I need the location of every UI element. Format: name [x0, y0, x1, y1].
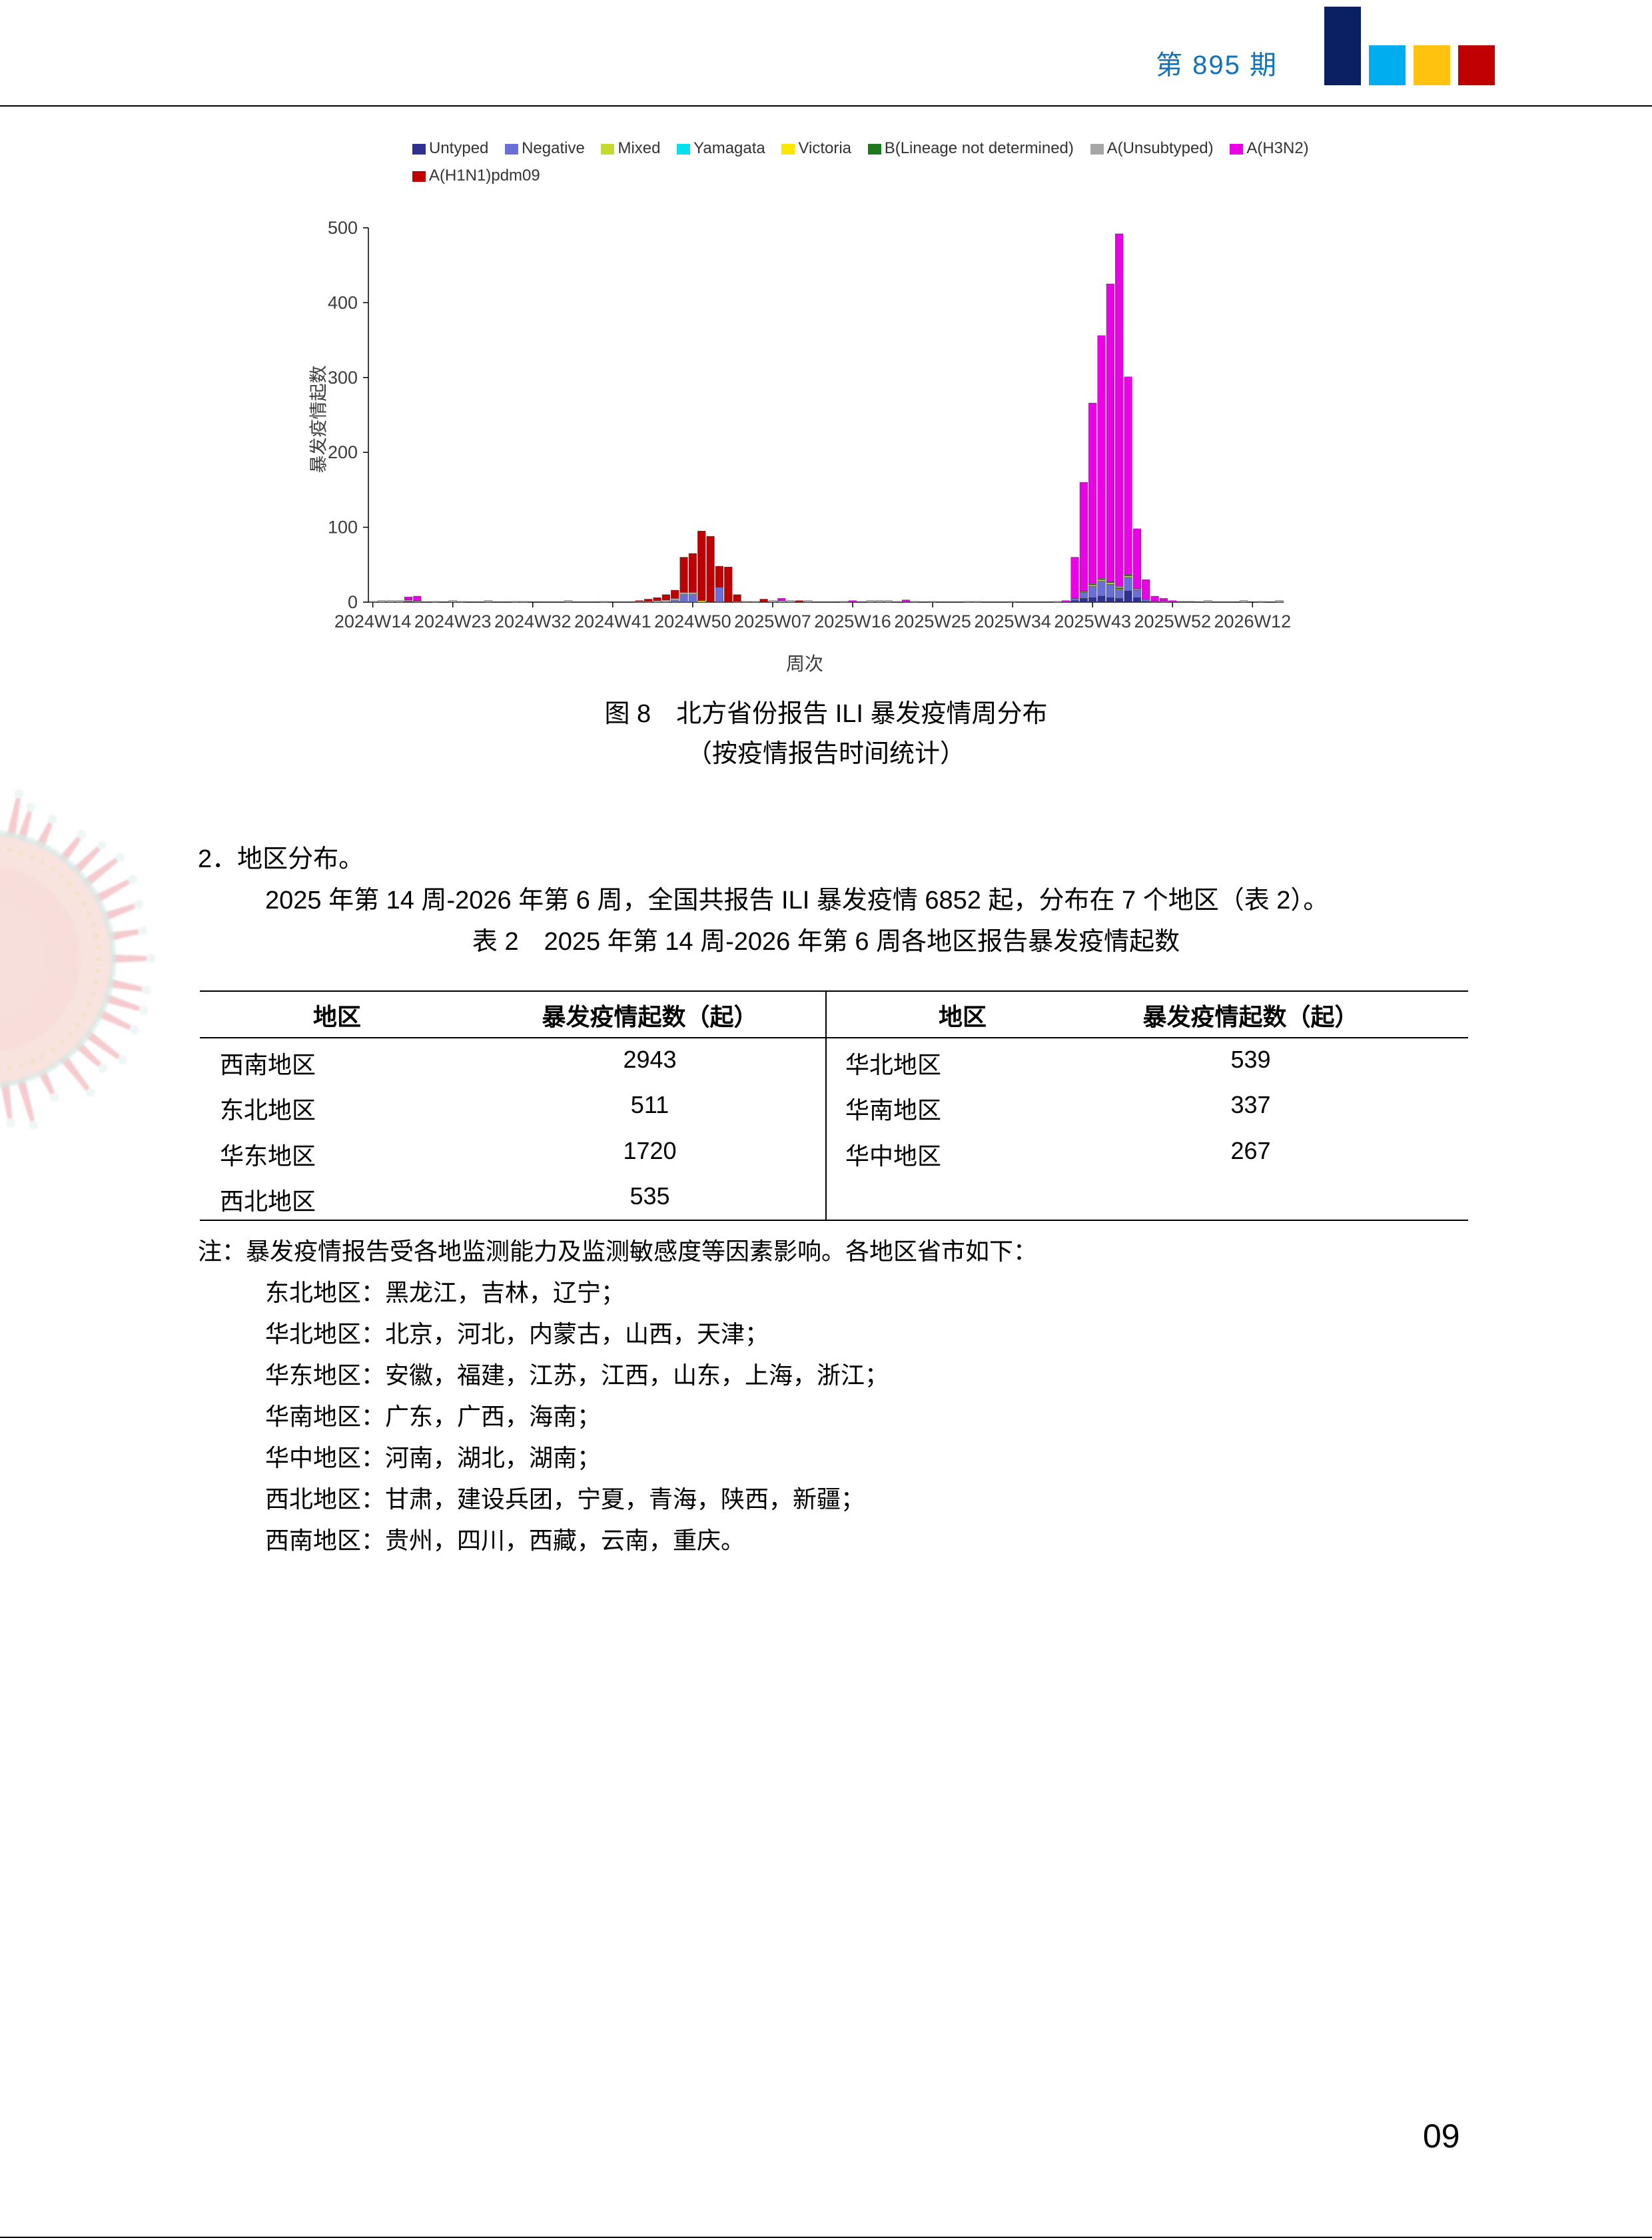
svg-text:200: 200: [328, 442, 358, 462]
svg-text:300: 300: [328, 368, 358, 388]
svg-text:2024W14: 2024W14: [334, 611, 412, 631]
svg-text:2024W41: 2024W41: [574, 611, 651, 631]
svg-text:400: 400: [328, 292, 358, 312]
svg-text:2025W07: 2025W07: [734, 611, 811, 631]
svg-text:2025W34: 2025W34: [974, 611, 1051, 631]
svg-text:2025W16: 2025W16: [814, 611, 891, 631]
svg-text:2025W43: 2025W43: [1054, 611, 1131, 631]
svg-text:0: 0: [348, 592, 358, 612]
svg-text:100: 100: [328, 518, 358, 538]
svg-text:2024W23: 2024W23: [414, 611, 492, 631]
svg-text:2026W12: 2026W12: [1214, 611, 1292, 631]
svg-text:2025W25: 2025W25: [894, 611, 971, 631]
svg-text:500: 500: [328, 218, 358, 238]
svg-text:2024W50: 2024W50: [654, 611, 731, 631]
svg-text:2025W52: 2025W52: [1134, 611, 1211, 631]
svg-text:2024W32: 2024W32: [494, 611, 572, 631]
